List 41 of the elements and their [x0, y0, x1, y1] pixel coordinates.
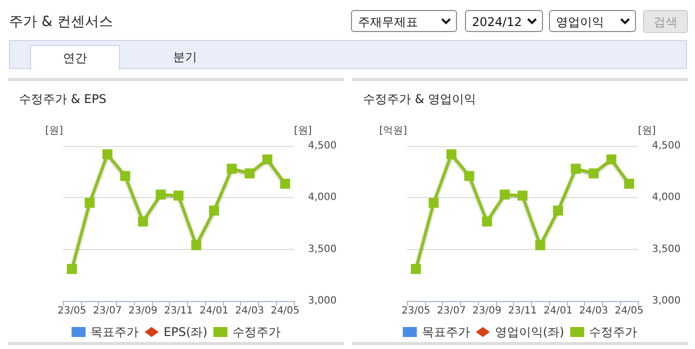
y2-axis-title: [원]: [638, 126, 656, 136]
legend-label: 목표주가: [422, 325, 470, 339]
x-tick-label: 24/05: [614, 306, 644, 316]
text: 주가 & 컨센서스: [9, 13, 113, 31]
y2-tick-label: 3,000: [308, 296, 337, 306]
legend-label: 목표주가: [90, 325, 139, 339]
text: 분기: [172, 49, 198, 66]
y2-tick-label: 4,500: [308, 140, 337, 152]
text: 영업이익: [556, 15, 604, 29]
legend-label: 수정주가: [589, 325, 638, 339]
x-tick-label: 23/07: [437, 306, 466, 316]
text: 2024/12: [472, 15, 522, 29]
text: 주재무제표: [358, 15, 418, 29]
legend-label: 영업이익(좌): [494, 325, 564, 339]
chart-title: 수정주가 & 영업이익: [363, 91, 476, 108]
y2-tick-label: 4,000: [652, 192, 681, 204]
chart-title: 수정주가 & EPS: [19, 91, 106, 108]
legend-label: EPS(좌): [164, 325, 208, 339]
x-tick-label: 24/01: [200, 306, 228, 316]
x-tick-label: 23/11: [508, 306, 537, 316]
legend-label: 수정주가: [232, 325, 280, 339]
x-tick-label: 23/05: [57, 306, 86, 316]
x-tick-label: 24/03: [235, 306, 264, 316]
y-axis-title: [억원]: [379, 126, 408, 136]
x-tick-label: 23/11: [164, 306, 193, 316]
text: 검색: [643, 10, 688, 33]
text: 연간: [30, 45, 120, 70]
y2-tick-label: 3,500: [652, 244, 681, 255]
x-tick-label: 23/09: [472, 306, 502, 316]
y2-tick-label: 3,000: [652, 296, 681, 306]
x-tick-label: 23/07: [93, 306, 122, 316]
y2-tick-label: 4,000: [308, 192, 337, 204]
x-tick-label: 23/05: [401, 306, 430, 316]
x-tick-label: 24/03: [579, 306, 608, 316]
y-axis-title: [원]: [45, 126, 64, 136]
y2-axis-title: [원]: [294, 126, 312, 136]
x-tick-label: 24/05: [270, 306, 300, 316]
x-tick-label: 23/09: [128, 306, 158, 316]
y2-tick-label: 4,500: [652, 140, 681, 152]
y2-tick-label: 3,500: [308, 244, 337, 255]
x-tick-label: 24/01: [544, 306, 572, 316]
